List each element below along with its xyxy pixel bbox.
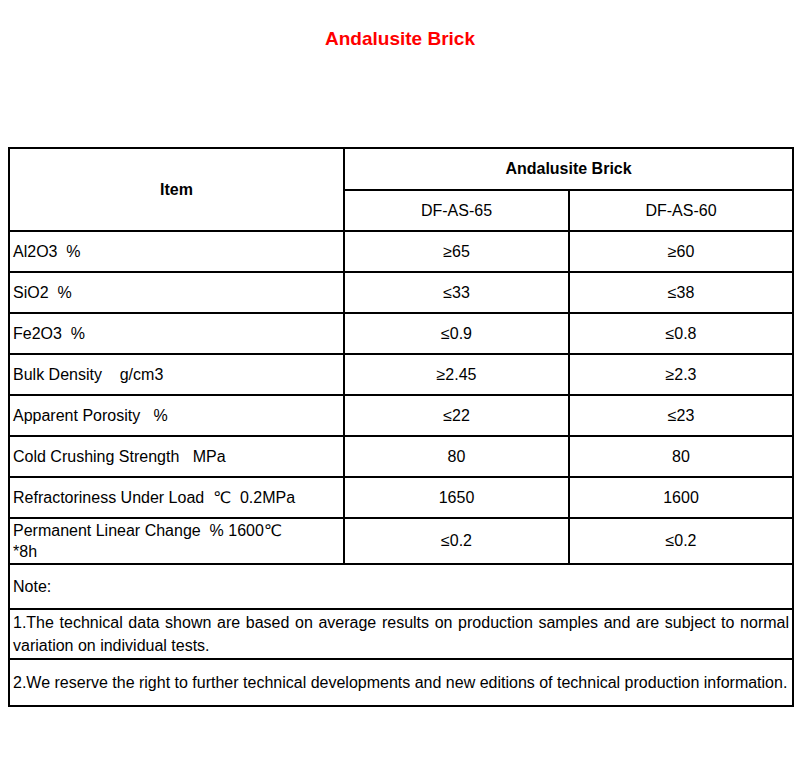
value-cell: ≤0.2 (344, 518, 569, 564)
note-1-cell: 1.The technical data shown are based on … (9, 609, 793, 659)
item-cell: Refractoriness Under Load ℃ 0.2MPa (9, 477, 344, 518)
table-row-refractoriness-under-load: Refractoriness Under Load ℃ 0.2MPa 1650 … (9, 477, 793, 518)
value-cell: ≤22 (344, 395, 569, 436)
value-cell: 80 (569, 436, 793, 477)
item-cell: Permanent Linear Change % 1600℃ *8h (9, 518, 344, 564)
item-cell: Al2O3 % (9, 231, 344, 272)
header-group: Andalusite Brick (344, 148, 793, 190)
table-row-sio2: SiO2 % ≤33 ≤38 (9, 272, 793, 313)
value-cell: ≤0.2 (569, 518, 793, 564)
item-cell: SiO2 % (9, 272, 344, 313)
note-2-cell: 2.We reserve the right to further techni… (9, 659, 793, 706)
table-row-al2o3: Al2O3 % ≥65 ≥60 (9, 231, 793, 272)
value-cell: ≤0.8 (569, 313, 793, 354)
header-col-df-as-60: DF-AS-60 (569, 190, 793, 231)
page-title: Andalusite Brick (0, 0, 800, 50)
table-row-fe2o3: Fe2O3 % ≤0.9 ≤0.8 (9, 313, 793, 354)
item-cell: Apparent Porosity % (9, 395, 344, 436)
value-cell: ≥60 (569, 231, 793, 272)
value-cell: ≥2.3 (569, 354, 793, 395)
item-cell: Cold Crushing Strength MPa (9, 436, 344, 477)
table-row-bulk-density: Bulk Density g/cm3 ≥2.45 ≥2.3 (9, 354, 793, 395)
value-cell: 1600 (569, 477, 793, 518)
value-cell: 1650 (344, 477, 569, 518)
value-cell: ≥2.45 (344, 354, 569, 395)
item-cell: Fe2O3 % (9, 313, 344, 354)
value-cell: ≤0.9 (344, 313, 569, 354)
value-cell: ≤38 (569, 272, 793, 313)
header-item: Item (9, 148, 344, 231)
value-cell: ≥65 (344, 231, 569, 272)
item-cell: Bulk Density g/cm3 (9, 354, 344, 395)
header-row-group: Item Andalusite Brick (9, 148, 793, 190)
value-cell: ≤23 (569, 395, 793, 436)
value-cell: 80 (344, 436, 569, 477)
note-row-1: 1.The technical data shown are based on … (9, 609, 793, 659)
table-row-cold-crushing-strength: Cold Crushing Strength MPa 80 80 (9, 436, 793, 477)
table-row-apparent-porosity: Apparent Porosity % ≤22 ≤23 (9, 395, 793, 436)
note-label-cell: Note: (9, 564, 793, 609)
spec-table: Item Andalusite Brick DF-AS-65 DF-AS-60 … (8, 147, 794, 707)
table-row-permanent-linear-change: Permanent Linear Change % 1600℃ *8h ≤0.2… (9, 518, 793, 564)
value-cell: ≤33 (344, 272, 569, 313)
note-row-2: 2.We reserve the right to further techni… (9, 659, 793, 706)
header-col-df-as-65: DF-AS-65 (344, 190, 569, 231)
note-header-row: Note: (9, 564, 793, 609)
